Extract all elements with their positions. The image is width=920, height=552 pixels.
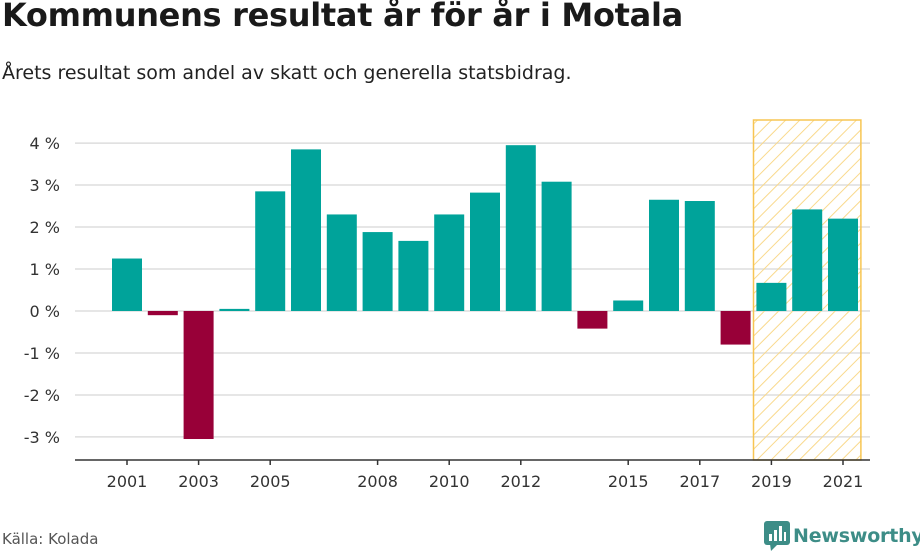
y-tick-label: 4 % bbox=[30, 134, 60, 153]
x-tick-label: 2019 bbox=[751, 472, 792, 491]
bars bbox=[112, 145, 858, 440]
bar-2015 bbox=[613, 300, 644, 311]
chart-subtitle: Årets resultat som andel av skatt och ge… bbox=[2, 62, 572, 84]
bar-2004 bbox=[219, 308, 250, 311]
bar-chart: 4 % 3 % 2 % 1 % 0 % -1 % -2 % -3 % 2001 2003 2005… bbox=[24, 119, 870, 491]
bar-2005 bbox=[255, 191, 286, 311]
bar-2010 bbox=[434, 214, 465, 311]
x-tick-labels: 2001 2003 2005 2008 2010 2012 2015 2017 2019 2021 bbox=[107, 472, 864, 491]
bar-2017 bbox=[684, 201, 715, 311]
bar-2021 bbox=[828, 218, 858, 311]
bar-2002 bbox=[147, 310, 178, 316]
bar-2006 bbox=[291, 149, 321, 311]
bar-2016 bbox=[649, 199, 679, 311]
y-tick-label: 1 % bbox=[30, 260, 60, 279]
x-tick-label: 2005 bbox=[250, 472, 291, 491]
bar-2014 bbox=[577, 310, 608, 329]
y-tick-label: -1 % bbox=[24, 344, 60, 363]
x-tick-label: 2021 bbox=[823, 472, 864, 491]
brand-logo: Newsworthy bbox=[764, 520, 920, 552]
x-tick-label: 2003 bbox=[178, 472, 219, 491]
y-tick-label: 3 % bbox=[30, 176, 60, 195]
x-tick-label: 2017 bbox=[679, 472, 720, 491]
bar-2008 bbox=[362, 232, 393, 311]
bar-2001 bbox=[112, 258, 142, 311]
y-tick-label: -3 % bbox=[24, 428, 60, 447]
x-tick-label: 2015 bbox=[608, 472, 649, 491]
bar-2009 bbox=[398, 240, 429, 311]
y-tick-label: 0 % bbox=[30, 302, 60, 321]
x-axis bbox=[75, 459, 870, 465]
newsworthy-logo-icon bbox=[764, 521, 790, 551]
x-tick-label: 2010 bbox=[429, 472, 470, 491]
bar-2012 bbox=[505, 145, 536, 311]
source-note: Källa: Kolada bbox=[2, 530, 99, 548]
bar-2003 bbox=[183, 310, 214, 440]
bar-2007 bbox=[326, 214, 357, 311]
bar-2013 bbox=[541, 181, 572, 311]
x-tick-label: 2001 bbox=[107, 472, 148, 491]
chart-title: Kommunens resultat år för år i Motala bbox=[2, 0, 683, 34]
bar-2019 bbox=[756, 282, 787, 311]
brand-name: Newsworthy bbox=[793, 525, 920, 547]
x-tick-label: 2008 bbox=[357, 472, 398, 491]
bar-2011 bbox=[470, 192, 500, 311]
bar-2018 bbox=[720, 310, 751, 345]
y-tick-label: -2 % bbox=[24, 386, 60, 405]
bar-2020 bbox=[792, 209, 823, 311]
x-tick-label: 2012 bbox=[500, 472, 541, 491]
y-tick-labels: 4 % 3 % 2 % 1 % 0 % -1 % -2 % -3 % bbox=[24, 134, 60, 447]
y-tick-label: 2 % bbox=[30, 218, 60, 237]
